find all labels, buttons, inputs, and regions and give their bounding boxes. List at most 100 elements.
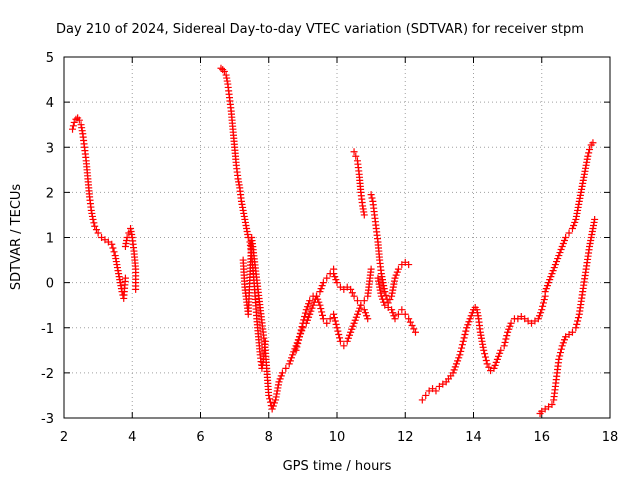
- x-tick-label: 6: [196, 430, 204, 445]
- data-point: [460, 334, 468, 342]
- data-point: [305, 300, 313, 308]
- data-point: [360, 306, 368, 314]
- data-point: [348, 325, 356, 333]
- data-point: [559, 240, 567, 248]
- data-point: [91, 222, 99, 230]
- data-point: [319, 279, 327, 287]
- data-point: [394, 310, 402, 318]
- data-point: [360, 211, 368, 219]
- data-point: [121, 274, 129, 282]
- data-point: [318, 311, 326, 319]
- data-point: [584, 152, 592, 160]
- data-point: [497, 346, 505, 354]
- data-point: [398, 306, 406, 314]
- data-point: [334, 327, 342, 335]
- data-point: [307, 307, 315, 315]
- data-point: [331, 317, 339, 325]
- data-point: [357, 301, 365, 309]
- data-point: [94, 229, 102, 237]
- data-point: [350, 148, 358, 156]
- data-point: [317, 305, 325, 313]
- data-point: [355, 307, 363, 315]
- data-point: [455, 354, 463, 362]
- data-point: [408, 321, 416, 329]
- data-point: [367, 191, 375, 199]
- data-point: [458, 344, 466, 352]
- data-point: [277, 372, 285, 380]
- data-point: [314, 295, 322, 303]
- series-seg3: [350, 148, 368, 219]
- data-point: [319, 315, 327, 323]
- series-seg2b: [239, 234, 338, 413]
- data-point: [542, 285, 550, 293]
- data-point: [505, 325, 513, 333]
- data-point: [391, 315, 399, 323]
- data-point: [286, 357, 294, 365]
- data-point: [346, 331, 354, 339]
- data-point: [555, 355, 563, 363]
- data-point: [450, 366, 458, 374]
- data-point: [348, 289, 356, 297]
- data-point: [109, 244, 117, 252]
- data-point: [502, 335, 510, 343]
- data-point: [72, 115, 80, 123]
- series-seg1: [69, 114, 129, 302]
- data-point: [481, 353, 489, 361]
- data-point: [330, 270, 338, 278]
- data-point: [394, 265, 402, 273]
- data-point: [562, 234, 570, 241]
- data-point: [301, 309, 309, 317]
- data-point: [480, 346, 488, 354]
- data-point: [368, 194, 376, 202]
- data-point: [268, 405, 276, 413]
- data-point: [296, 329, 304, 337]
- data-point: [432, 387, 440, 395]
- data-point: [456, 351, 464, 359]
- data-point: [589, 139, 597, 147]
- data-point: [70, 118, 78, 126]
- data-point: [333, 279, 341, 287]
- data-point: [454, 357, 462, 365]
- data-point: [388, 306, 396, 314]
- y-tick-label: 5: [46, 51, 54, 66]
- data-point: [292, 346, 300, 354]
- data-point: [483, 360, 491, 368]
- data-point: [458, 341, 466, 349]
- data-point: [386, 296, 394, 304]
- data-point: [266, 398, 274, 406]
- data-point: [391, 274, 399, 282]
- data-point: [561, 237, 568, 245]
- data-point: [282, 364, 290, 372]
- data-point: [449, 369, 457, 377]
- data-point: [464, 321, 472, 329]
- data-point: [556, 249, 564, 257]
- data-point: [313, 292, 321, 300]
- data-point: [503, 332, 511, 340]
- data-point: [561, 336, 568, 344]
- data-point: [405, 261, 413, 269]
- data-point: [586, 146, 594, 154]
- data-point: [330, 314, 338, 322]
- data-point: [352, 313, 360, 321]
- data-point: [302, 306, 310, 314]
- data-point: [350, 292, 358, 300]
- data-point: [481, 350, 489, 358]
- data-point: [507, 319, 515, 327]
- data-point: [266, 395, 274, 403]
- data-point: [276, 375, 284, 383]
- data-point: [69, 125, 77, 133]
- data-point: [379, 295, 386, 303]
- data-point: [496, 349, 504, 357]
- data-point: [538, 306, 546, 314]
- data-point: [390, 312, 398, 320]
- x-tick-label: 16: [533, 430, 550, 445]
- series-seg4b: [374, 274, 419, 336]
- y-tick-label: -3: [41, 412, 54, 427]
- data-point: [573, 320, 581, 328]
- data-point: [461, 331, 469, 339]
- data-point: [382, 291, 390, 299]
- data-point: [335, 331, 343, 339]
- data-point: [422, 391, 430, 399]
- data-point: [545, 279, 553, 287]
